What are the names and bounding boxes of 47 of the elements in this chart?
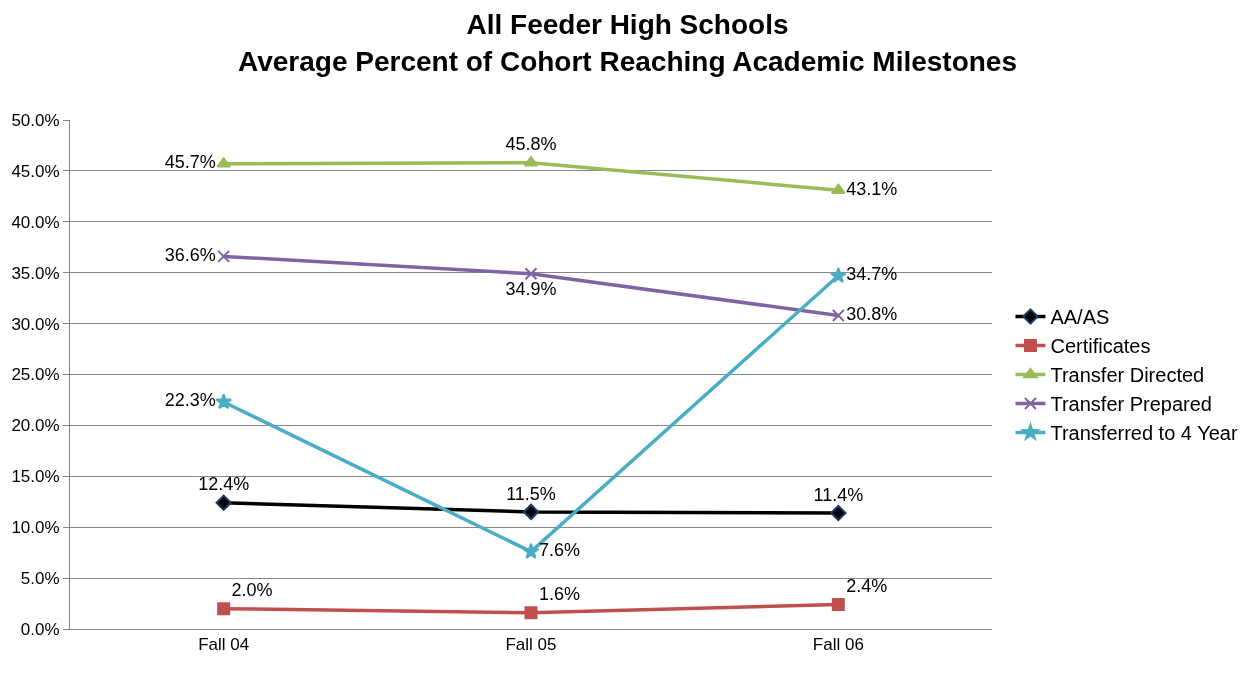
y-tick-label: 15.0% — [11, 467, 60, 487]
data-label: 1.6% — [538, 584, 580, 605]
data-label: 7.6% — [538, 540, 580, 561]
y-tick-label: 5.0% — [20, 569, 60, 589]
point — [217, 249, 231, 263]
point — [830, 267, 847, 283]
point — [831, 308, 845, 322]
y-tick-label: 50.0% — [11, 110, 60, 130]
point — [524, 606, 538, 620]
point — [524, 267, 538, 281]
y-tick-label: 0.0% — [20, 619, 60, 639]
data-label: 30.8% — [846, 303, 898, 324]
data-label: 34.9% — [505, 279, 557, 300]
x-tick-label: Fall 06 — [812, 635, 864, 655]
legend-label: Certificates — [1050, 335, 1151, 358]
point — [830, 504, 847, 522]
data-label: 45.8% — [505, 134, 557, 155]
y-tick-label: 35.0% — [11, 263, 60, 283]
data-label: 11.5% — [506, 483, 556, 504]
y-tick-label: 30.0% — [11, 314, 60, 334]
chart-title: All Feeder High Schools Average Percent of Cohort Reaching Academic Milestones — [237, 9, 1018, 77]
point — [522, 542, 540, 559]
data-label: 2.0% — [231, 580, 273, 601]
data-label: 45.7% — [164, 152, 216, 173]
data-label: 11.4% — [813, 484, 864, 505]
y-tick-label: 20.0% — [11, 416, 60, 436]
legend-label: AA/AS — [1050, 306, 1110, 329]
data-label: 12.4% — [198, 474, 250, 495]
point — [217, 602, 231, 616]
data-label: 36.6% — [164, 244, 216, 265]
point — [522, 503, 540, 521]
point — [831, 598, 845, 612]
legend-label: Transfer Prepared — [1050, 393, 1212, 416]
point — [215, 494, 232, 511]
legend-label: Transfer Directed — [1050, 364, 1205, 387]
y-tick-label: 40.0% — [11, 212, 60, 232]
data-label: 22.3% — [164, 390, 216, 411]
y-tick-label: 25.0% — [11, 365, 60, 385]
point — [215, 393, 232, 410]
y-tick-label: 10.0% — [11, 518, 60, 538]
data-label: 43.1% — [846, 178, 898, 199]
legend-label: Transferred to 4 Year — [1050, 422, 1238, 445]
data-label: 2.4% — [846, 576, 888, 597]
data-label: 34.7% — [846, 264, 898, 285]
x-tick-label: Fall 04 — [198, 635, 250, 655]
x-tick-label: Fall 05 — [505, 635, 557, 655]
y-tick-label: 45.0% — [11, 161, 60, 181]
